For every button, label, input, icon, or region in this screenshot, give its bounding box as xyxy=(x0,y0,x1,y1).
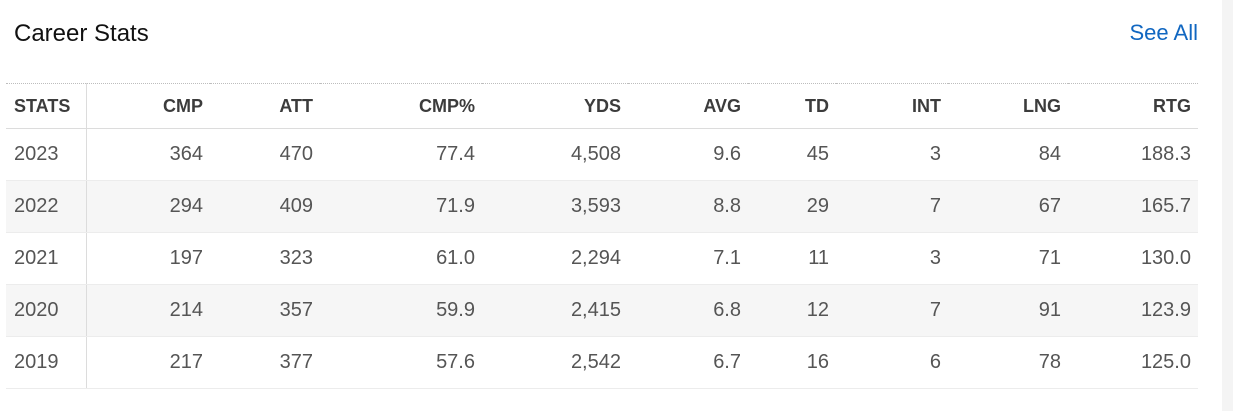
table-cell: 7.1 xyxy=(628,232,748,285)
column-header: INT xyxy=(836,83,948,129)
table-cell: 78 xyxy=(948,336,1068,389)
column-header: RTG xyxy=(1068,83,1198,129)
see-all-link[interactable]: See All xyxy=(1129,20,1199,45)
column-header: ATT xyxy=(210,83,320,129)
table-cell: 45 xyxy=(748,128,836,181)
table-row: 2021 197 323 61.0 2,294 7.1 11 3 71 130.… xyxy=(6,232,1198,285)
table-cell: 61.0 xyxy=(320,232,482,285)
table-cell: 67 xyxy=(948,180,1068,233)
table-cell: 91 xyxy=(948,284,1068,337)
table-row: 2020 214 357 59.9 2,415 6.8 12 7 91 123.… xyxy=(6,284,1198,337)
table-cell: 59.9 xyxy=(320,284,482,337)
column-header: AVG xyxy=(628,83,748,129)
table-cell: 130.0 xyxy=(1068,232,1198,285)
table-cell: 6.8 xyxy=(628,284,748,337)
table-cell-season: 2022 xyxy=(6,180,87,233)
table-cell: 3 xyxy=(836,128,948,181)
career-stats-table: STATS CMP ATT CMP% YDS AVG TD INT LNG RT… xyxy=(6,83,1198,389)
table-header: STATS CMP ATT CMP% YDS AVG TD INT LNG RT… xyxy=(6,83,1198,129)
table-cell: 188.3 xyxy=(1068,128,1198,181)
table-cell-season: 2023 xyxy=(6,128,87,181)
table-cell: 125.0 xyxy=(1068,336,1198,389)
table-cell: 470 xyxy=(210,128,320,181)
table-cell: 11 xyxy=(748,232,836,285)
table-cell: 71.9 xyxy=(320,180,482,233)
table-row: 2023 364 470 77.4 4,508 9.6 45 3 84 188.… xyxy=(6,128,1198,181)
table-cell: 6 xyxy=(836,336,948,389)
table-cell: 71 xyxy=(948,232,1068,285)
table-cell: 3 xyxy=(836,232,948,285)
table-cell: 57.6 xyxy=(320,336,482,389)
table-cell: 84 xyxy=(948,128,1068,181)
table-cell: 217 xyxy=(86,336,210,389)
table-cell: 2,415 xyxy=(482,284,628,337)
header-row: STATS CMP ATT CMP% YDS AVG TD INT LNG RT… xyxy=(6,83,1198,129)
table-cell: 29 xyxy=(748,180,836,233)
table-cell: 8.8 xyxy=(628,180,748,233)
table-cell: 7 xyxy=(836,284,948,337)
column-header: YDS xyxy=(482,83,628,129)
table-cell: 357 xyxy=(210,284,320,337)
column-header: CMP xyxy=(86,83,210,129)
table-cell: 6.7 xyxy=(628,336,748,389)
card-title: Career Stats xyxy=(14,20,149,47)
table-cell: 2,294 xyxy=(482,232,628,285)
table-cell: 364 xyxy=(86,128,210,181)
table-cell: 9.6 xyxy=(628,128,748,181)
table-cell-season: 2019 xyxy=(6,336,87,389)
table-cell: 123.9 xyxy=(1068,284,1198,337)
table-cell: 214 xyxy=(86,284,210,337)
table-cell: 7 xyxy=(836,180,948,233)
page-scrollbar[interactable] xyxy=(1222,0,1233,411)
table-cell: 294 xyxy=(86,180,210,233)
column-header: TD xyxy=(748,83,836,129)
table-cell: 165.7 xyxy=(1068,180,1198,233)
table-cell: 197 xyxy=(86,232,210,285)
table-cell-season: 2021 xyxy=(6,232,87,285)
column-header: STATS xyxy=(6,83,87,129)
table-cell: 12 xyxy=(748,284,836,337)
table-cell: 4,508 xyxy=(482,128,628,181)
table-cell: 323 xyxy=(210,232,320,285)
column-header: LNG xyxy=(948,83,1068,129)
column-header: CMP% xyxy=(320,83,482,129)
table-row: 2022 294 409 71.9 3,593 8.8 29 7 67 165.… xyxy=(6,180,1198,233)
table-body: 2023 364 470 77.4 4,508 9.6 45 3 84 188.… xyxy=(6,128,1198,389)
table-cell: 3,593 xyxy=(482,180,628,233)
table-cell: 409 xyxy=(210,180,320,233)
table-cell-season: 2020 xyxy=(6,284,87,337)
table-cell: 77.4 xyxy=(320,128,482,181)
table-cell: 16 xyxy=(748,336,836,389)
table-cell: 2,542 xyxy=(482,336,628,389)
table-cell: 377 xyxy=(210,336,320,389)
table-row: 2019 217 377 57.6 2,542 6.7 16 6 78 125.… xyxy=(6,336,1198,389)
